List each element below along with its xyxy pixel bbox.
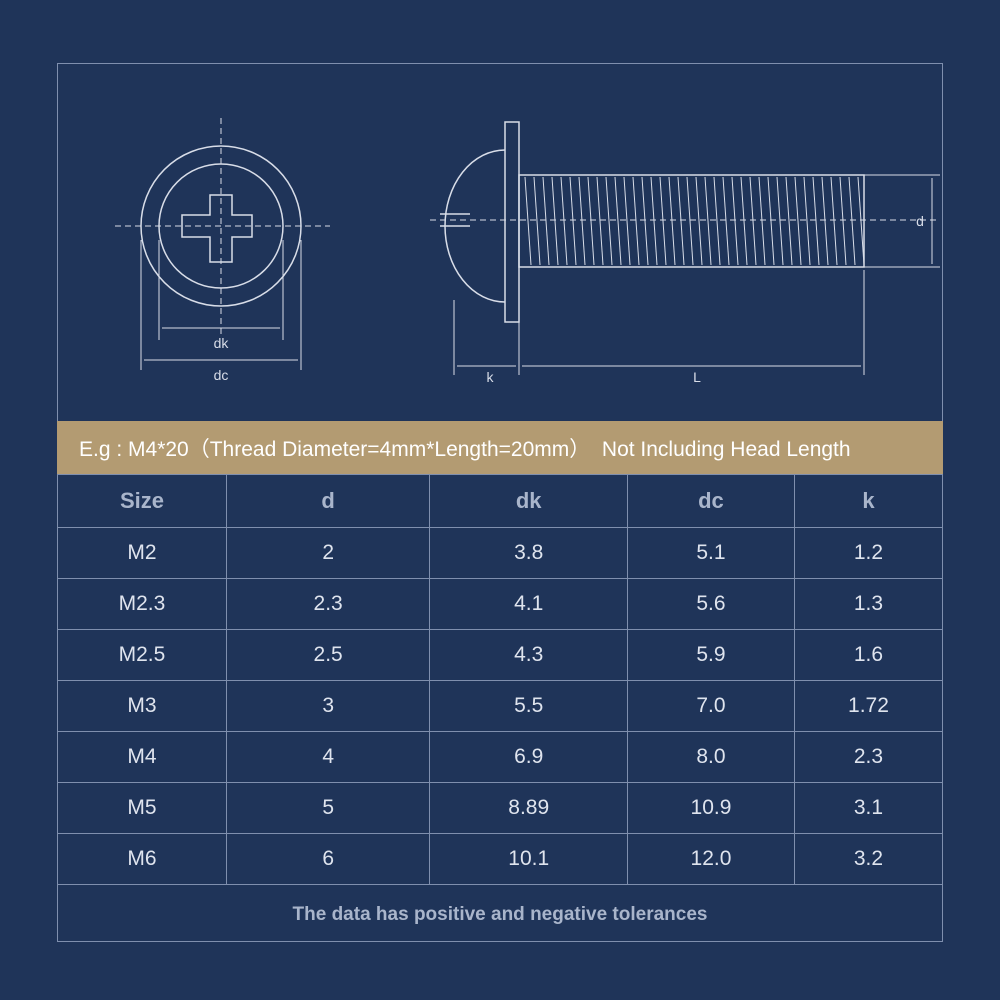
thread-line xyxy=(650,176,658,266)
thread-line xyxy=(740,176,748,266)
label-L: L xyxy=(693,369,701,385)
thread-line xyxy=(812,176,820,266)
table-row: M6 6 10.1 12.0 3.2 xyxy=(57,833,944,885)
thread-line xyxy=(695,176,703,266)
label-k: k xyxy=(487,369,495,385)
table-cell: 7.0 xyxy=(627,680,795,732)
thread-line xyxy=(776,176,784,266)
example-banner: E.g : M4*20（Thread Diameter=4mm*Length=2… xyxy=(57,421,943,474)
table-cell: 5.6 xyxy=(627,578,795,630)
table-cell: 8.0 xyxy=(627,731,795,783)
thread-line xyxy=(803,176,811,266)
header-k: k xyxy=(793,474,944,528)
table-cell: M3 xyxy=(57,680,227,732)
table-row: M2 2 3.8 5.1 1.2 xyxy=(57,527,944,579)
header-d: d xyxy=(225,474,431,528)
table-cell: 1.2 xyxy=(793,527,944,579)
table-cell: 1.6 xyxy=(793,629,944,681)
table-row: M4 4 6.9 8.0 2.3 xyxy=(57,731,944,783)
thread-line xyxy=(578,176,586,266)
screw-top-view xyxy=(115,118,330,370)
table-cell: 3.8 xyxy=(429,527,629,579)
thread-line xyxy=(857,176,865,266)
table-cell: M2 xyxy=(57,527,227,579)
thread-line xyxy=(722,176,730,266)
thread-line xyxy=(821,176,829,266)
thread-line xyxy=(524,176,532,266)
table-cell: M2.5 xyxy=(57,629,227,681)
thread-line xyxy=(749,176,757,266)
thread-line xyxy=(677,176,685,266)
header-size: Size xyxy=(57,474,227,528)
thread-line xyxy=(785,176,793,266)
thread-line xyxy=(830,176,838,266)
thread-line xyxy=(632,176,640,266)
table-cell: 4.3 xyxy=(429,629,629,681)
table-cell: 5.9 xyxy=(627,629,795,681)
thread-line xyxy=(713,176,721,266)
table-cell: 4 xyxy=(225,731,431,783)
thread-line xyxy=(767,176,775,266)
header-dk: dk xyxy=(429,474,629,528)
screw-side-view xyxy=(430,121,940,375)
thread-line xyxy=(623,176,631,266)
tolerance-note: The data has positive and negative toler… xyxy=(292,904,708,925)
thread-line xyxy=(587,176,595,266)
table-cell: 6.9 xyxy=(429,731,629,783)
thread-line xyxy=(533,176,541,266)
table-cell: M2.3 xyxy=(57,578,227,630)
table-cell: 1.72 xyxy=(793,680,944,732)
table-cell: 10.9 xyxy=(627,782,795,834)
thread-line xyxy=(704,176,712,266)
table-cell: 2.5 xyxy=(225,629,431,681)
table-cell: 10.1 xyxy=(429,833,629,885)
screw-diagram: dk dc k L d xyxy=(115,118,940,385)
thread-line xyxy=(551,176,559,266)
table-cell: M4 xyxy=(57,731,227,783)
table-cell: M6 xyxy=(57,833,227,885)
size-table: Size d dk dc k M2 2 3.8 5.1 1.2 M2.3 2.3 4.1 5.6… xyxy=(57,474,944,885)
thread-line xyxy=(659,176,667,266)
table-cell: 3.2 xyxy=(793,833,944,885)
table-header-row: Size d dk dc k xyxy=(57,474,944,528)
thread-line xyxy=(641,176,649,266)
table-cell: 5 xyxy=(225,782,431,834)
thread-line xyxy=(596,176,604,266)
table-row: M3 3 5.5 7.0 1.72 xyxy=(57,680,944,732)
thread-line xyxy=(839,176,847,266)
table-row: M5 5 8.89 10.9 3.1 xyxy=(57,782,944,834)
table-cell: 12.0 xyxy=(627,833,795,885)
thread-line xyxy=(614,176,622,266)
table-cell: 8.89 xyxy=(429,782,629,834)
label-d: d xyxy=(916,213,924,229)
thread-line xyxy=(605,176,613,266)
thread-line xyxy=(848,176,856,266)
table-cell: 2 xyxy=(225,527,431,579)
label-dc: dc xyxy=(214,367,229,383)
thread-line xyxy=(668,176,676,266)
table-cell: M5 xyxy=(57,782,227,834)
table-cell: 4.1 xyxy=(429,578,629,630)
table-cell: 2.3 xyxy=(225,578,431,630)
thread-line xyxy=(794,176,802,266)
table-row: M2.5 2.5 4.3 5.9 1.6 xyxy=(57,629,944,681)
thread-line xyxy=(758,176,766,266)
table-cell: 3 xyxy=(225,680,431,732)
thread-line xyxy=(542,176,550,266)
table-cell: 1.3 xyxy=(793,578,944,630)
thread-line xyxy=(686,176,694,266)
label-dk: dk xyxy=(214,335,230,351)
thread-line xyxy=(569,176,577,266)
thread-line xyxy=(731,176,739,266)
table-cell: 5.5 xyxy=(429,680,629,732)
table-cell: 5.1 xyxy=(627,527,795,579)
table-cell: 2.3 xyxy=(793,731,944,783)
header-dc: dc xyxy=(627,474,795,528)
table-cell: 6 xyxy=(225,833,431,885)
thread-line xyxy=(560,176,568,266)
table-cell: 3.1 xyxy=(793,782,944,834)
table-row: M2.3 2.3 4.1 5.6 1.3 xyxy=(57,578,944,630)
